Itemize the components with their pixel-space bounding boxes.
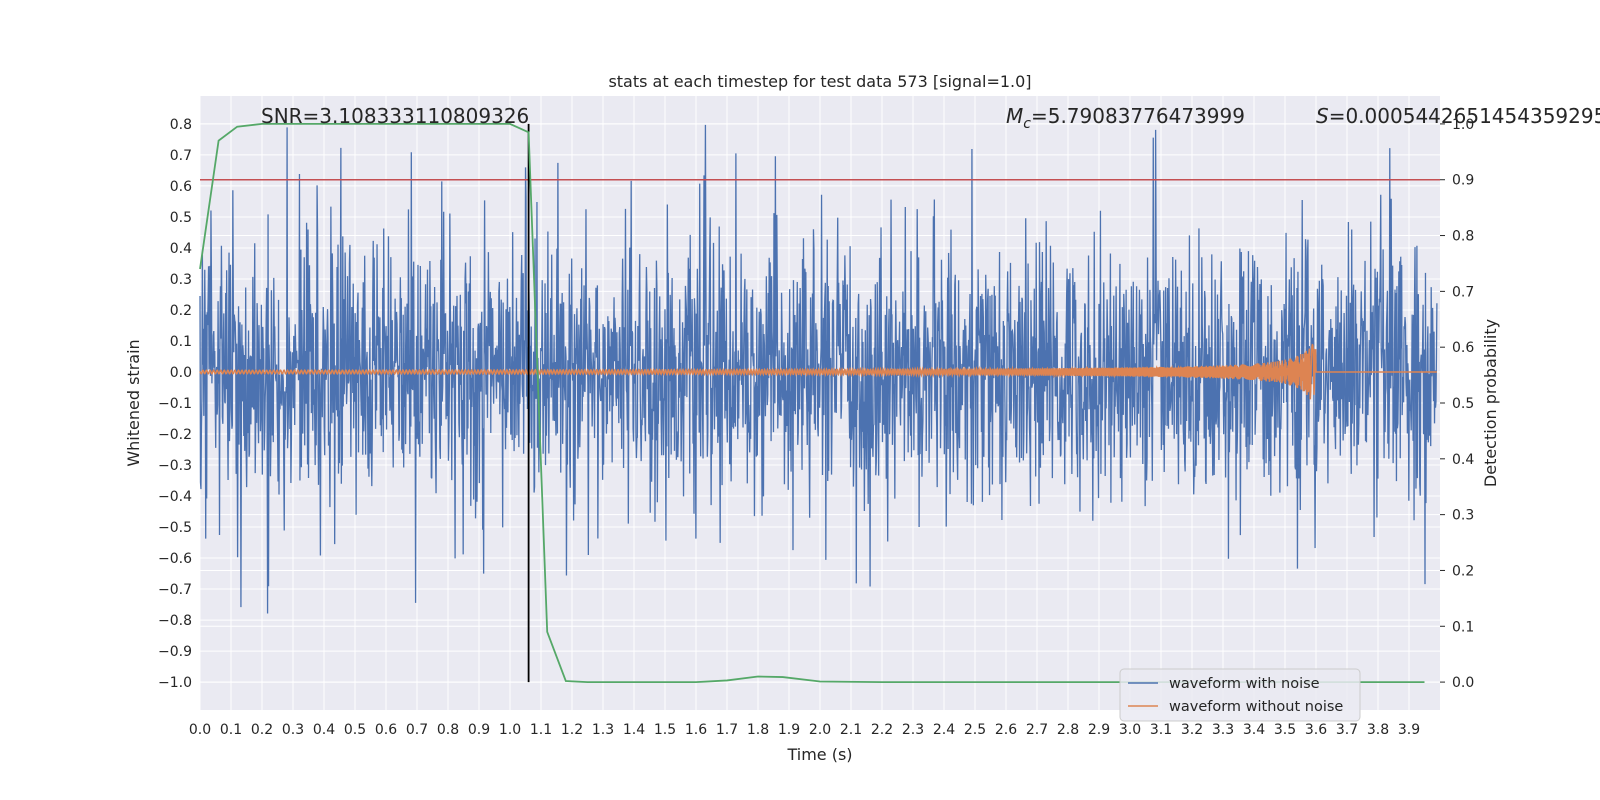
x-tick-label: 3.0 (1119, 722, 1141, 738)
x-tick-label: 3.3 (1212, 722, 1234, 738)
y-tick-label: 0.1 (170, 334, 192, 350)
x-tick-label: 1.8 (747, 722, 769, 738)
s-symbol: S (1316, 104, 1329, 128)
x-tick-label: 3.5 (1274, 722, 1296, 738)
y-tick-label: −0.8 (158, 613, 192, 629)
chirp-mass-value: =5.79083776473999 (1031, 104, 1245, 128)
y2-tick-label: 0.8 (1452, 229, 1474, 245)
legend-box (1119, 668, 1361, 722)
x-tick-label: 1.2 (561, 722, 583, 738)
x-tick-label: 0.4 (313, 722, 335, 738)
snr-annotation: SNR=3.108333110809326 (261, 104, 529, 128)
y-tick-label: 0.8 (170, 117, 192, 133)
y-tick-label: 0.6 (170, 179, 192, 195)
x-tick-label: 0.2 (251, 722, 273, 738)
y-tick-label: −0.7 (158, 582, 192, 598)
y-tick-label: −0.9 (158, 644, 192, 660)
x-tick-label: 2.9 (1088, 722, 1110, 738)
clean-waveform-series (199, 343, 1437, 400)
y2-tick-label: 0.3 (1452, 508, 1474, 524)
x-tick-label: 2.8 (1057, 722, 1079, 738)
x-tick-label: 2.6 (995, 722, 1017, 738)
chirp-mass-symbol: M (1006, 104, 1023, 128)
x-tick-label: 1.0 (499, 722, 521, 738)
x-tick-label: 2.4 (933, 722, 955, 738)
y-tick-label: 0.2 (170, 303, 192, 319)
x-tick-label: 1.3 (592, 722, 614, 738)
y2-tick-label: 0.5 (1452, 396, 1474, 412)
x-tick-label: 0.3 (282, 722, 304, 738)
y2-tick-label: 0.4 (1452, 452, 1474, 468)
x-tick-label: 0.9 (468, 722, 490, 738)
x-tick-label: 3.2 (1181, 722, 1203, 738)
chart-title: stats at each timestep for test data 573… (608, 72, 1031, 91)
x-tick-label: 0.8 (437, 722, 459, 738)
chirp-mass-subscript: c (1023, 116, 1031, 132)
x-axis-label: Time (s) (786, 745, 852, 764)
x-tick-label: 1.4 (623, 722, 645, 738)
clean-waveform-line (199, 343, 1437, 400)
legend: waveform with noise waveform without noi… (1119, 668, 1361, 722)
overlay-lines (199, 123, 1440, 683)
chirp-mass-annotation: Mc=5.79083776473999 (1006, 104, 1245, 132)
x-tick-label: 3.9 (1398, 722, 1420, 738)
y-tick-label: 0.5 (170, 210, 192, 226)
y2-tick-label: 0.6 (1452, 340, 1474, 356)
x-tick-label: 3.8 (1367, 722, 1389, 738)
y2-axis-label: Detection probability (1481, 319, 1500, 487)
x-tick-label: 1.6 (685, 722, 707, 738)
y-tick-label: −0.5 (158, 520, 192, 536)
x-tick-label: 3.6 (1305, 722, 1327, 738)
y-tick-label: 0.4 (170, 241, 192, 257)
y-tick-label: 0.7 (170, 148, 192, 164)
y-tick-label: −0.2 (158, 427, 192, 443)
y2-tick-label: 0.1 (1452, 619, 1474, 635)
x-tick-label: 2.1 (840, 722, 862, 738)
x-tick-label: 0.0 (189, 722, 211, 738)
tick-labels: 0.0 0.1 0.2 0.3 0.4 0.5 0.6 0.7 0.8 0.9 1.0 1.1 1.2 1… (158, 117, 1474, 738)
x-tick-label: 2.3 (902, 722, 924, 738)
noisy-waveform-series (199, 124, 1438, 614)
x-tick-label: 2.0 (809, 722, 831, 738)
x-tick-label: 3.4 (1243, 722, 1265, 738)
y2-tick-label: 0.0 (1452, 675, 1474, 691)
x-tick-label: 0.5 (344, 722, 366, 738)
y-tick-label: −0.6 (158, 551, 192, 567)
noisy-waveform-line (199, 124, 1438, 614)
s-annotation: S=0.0005442651454359295 (1316, 104, 1600, 128)
x-tick-label: 0.6 (375, 722, 397, 738)
legend-label-clean: waveform without noise (1169, 699, 1343, 715)
x-tick-label: 0.7 (406, 722, 428, 738)
y-tick-label: 0.3 (170, 272, 192, 288)
x-tick-label: 1.5 (654, 722, 676, 738)
y-tick-label: −0.1 (158, 396, 192, 412)
s-value: =0.0005442651454359295 (1329, 104, 1600, 128)
x-tick-label: 3.1 (1150, 722, 1172, 738)
y-axis-label: Whitened strain (124, 339, 143, 466)
y-tick-label: 0.0 (170, 365, 192, 381)
x-tick-label: 2.5 (964, 722, 986, 738)
x-tick-label: 1.9 (778, 722, 800, 738)
y-tick-label: −0.3 (158, 458, 192, 474)
x-tick-label: 1.1 (530, 722, 552, 738)
x-tick-label: 3.7 (1336, 722, 1358, 738)
y2-tick-label: 0.7 (1452, 284, 1474, 300)
detection-probability-line (199, 123, 1425, 683)
y2-tick-label: 1.0 (1452, 117, 1474, 133)
y-tick-label: −1.0 (158, 675, 192, 691)
y-tick-label: −0.4 (158, 489, 192, 505)
x-tick-label: 2.7 (1026, 722, 1048, 738)
x-tick-label: 2.2 (871, 722, 893, 738)
y2-tick-label: 0.9 (1452, 173, 1474, 189)
legend-label-noisy: waveform with noise (1169, 676, 1320, 692)
y2-tick-label: 0.2 (1452, 563, 1474, 579)
x-tick-label: 1.7 (716, 722, 738, 738)
x-tick-label: 0.1 (220, 722, 242, 738)
